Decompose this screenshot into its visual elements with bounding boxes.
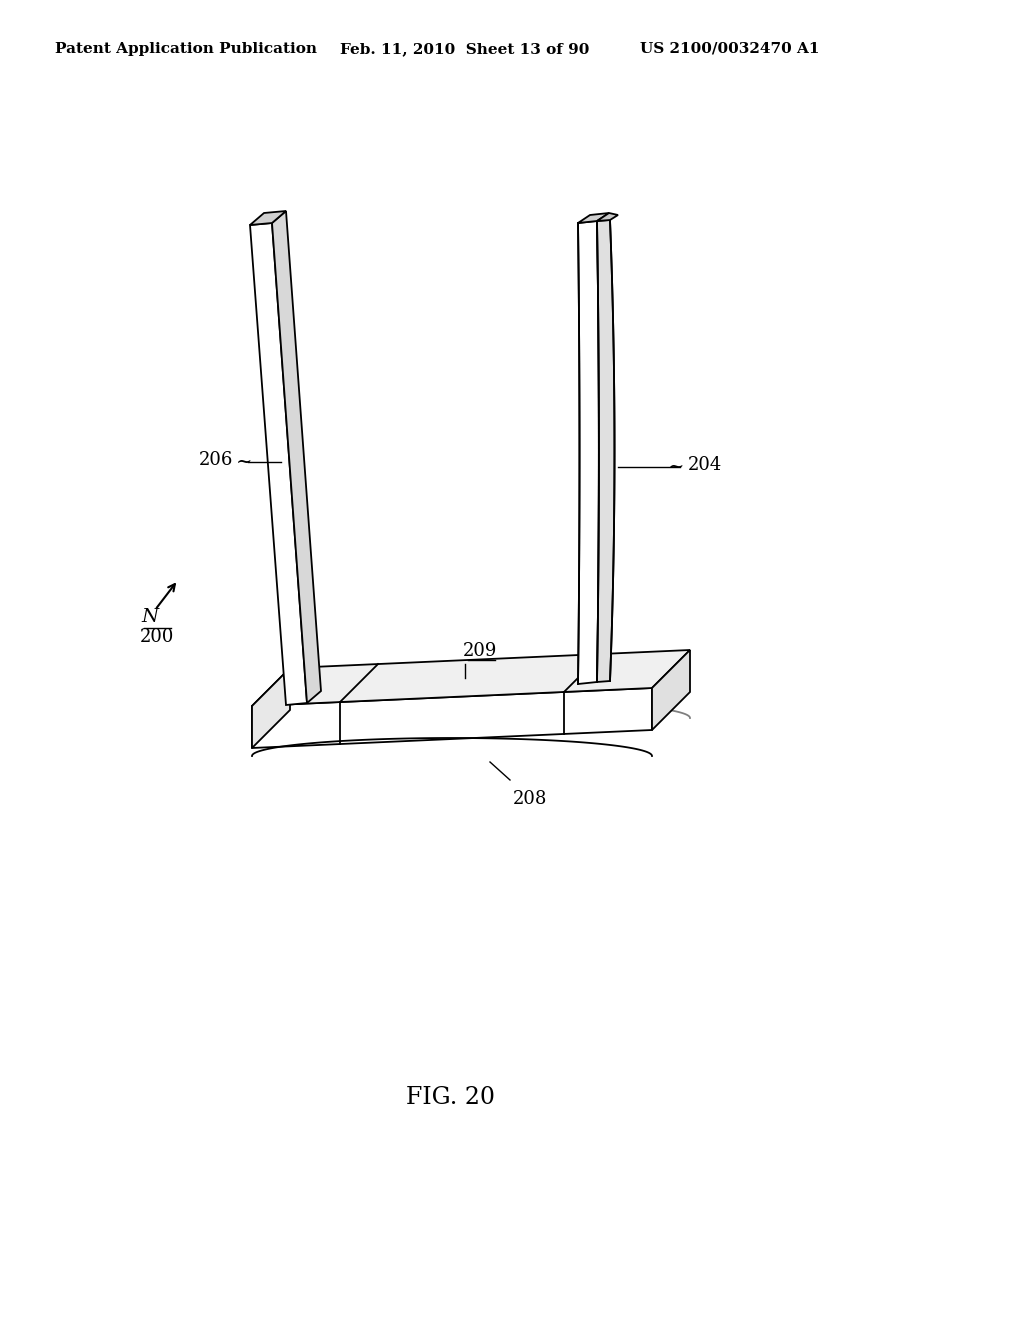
- Polygon shape: [272, 211, 321, 704]
- Polygon shape: [597, 213, 618, 220]
- Text: Patent Application Publication: Patent Application Publication: [55, 42, 317, 55]
- Text: 200: 200: [140, 628, 174, 645]
- Polygon shape: [252, 668, 290, 748]
- Text: ~: ~: [236, 453, 252, 471]
- Polygon shape: [597, 220, 614, 682]
- Text: N: N: [141, 609, 159, 626]
- Polygon shape: [652, 649, 690, 730]
- Polygon shape: [252, 649, 690, 706]
- Text: ~: ~: [668, 458, 684, 477]
- Text: Feb. 11, 2010  Sheet 13 of 90: Feb. 11, 2010 Sheet 13 of 90: [340, 42, 590, 55]
- Polygon shape: [250, 211, 286, 224]
- Polygon shape: [578, 220, 599, 684]
- Text: 208: 208: [513, 789, 547, 808]
- Polygon shape: [250, 223, 307, 705]
- Text: FIG. 20: FIG. 20: [406, 1086, 495, 1110]
- Text: 209: 209: [463, 642, 498, 660]
- Text: 204: 204: [688, 455, 722, 474]
- Polygon shape: [252, 688, 652, 748]
- Text: 206: 206: [199, 451, 233, 469]
- Polygon shape: [578, 213, 609, 223]
- Text: US 2100/0032470 A1: US 2100/0032470 A1: [640, 42, 819, 55]
